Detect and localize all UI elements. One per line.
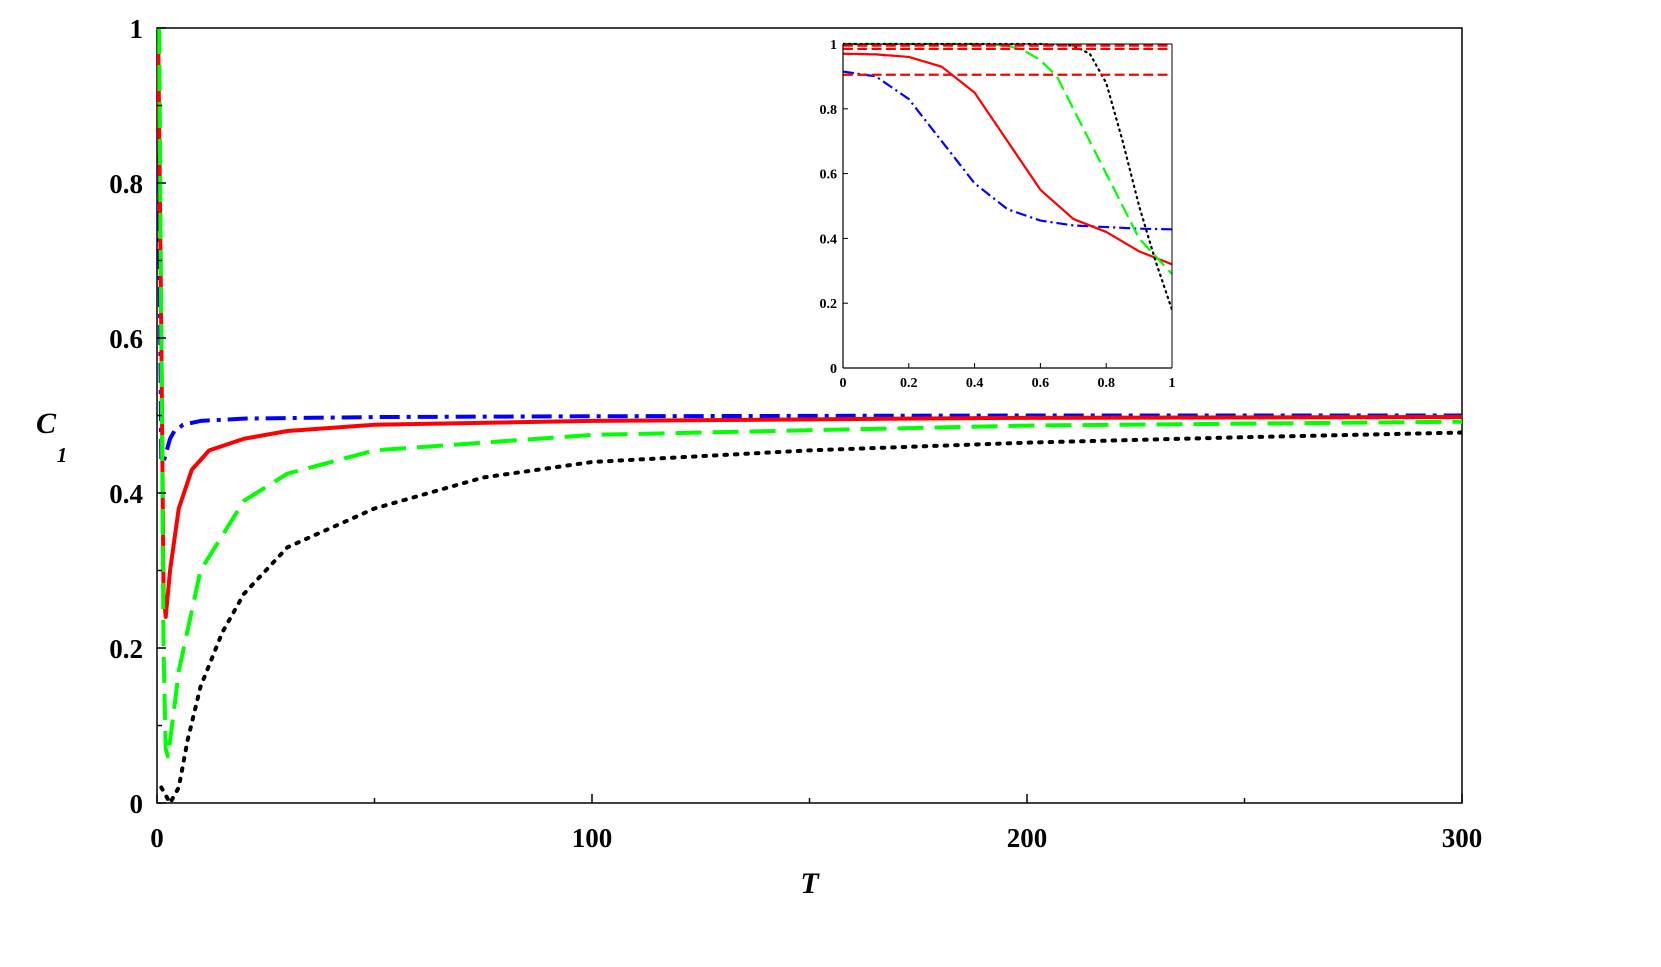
inset-y-tick-label: 0.6: [820, 168, 838, 183]
inset-axes: [842, 43, 1173, 369]
y-axis-label: C: [36, 407, 57, 440]
inset-y-tick-label: 0.4: [820, 232, 838, 247]
x-tick-label: 0: [150, 823, 164, 853]
y-tick-label: 0.4: [109, 479, 143, 509]
inset-x-tick-label: 0.6: [1032, 376, 1050, 391]
x-tick-label: 300: [1442, 823, 1483, 853]
inset-x-tick-label: 0.8: [1097, 376, 1115, 391]
y-tick-label: 0: [130, 789, 144, 819]
y-tick-label: 0.8: [109, 169, 143, 199]
inset-y-tick-label: 0.2: [820, 297, 838, 312]
y-tick-label: 1: [130, 14, 144, 44]
inset-x-tick-label: 0: [840, 376, 847, 391]
inset-plot: 0 0.2 0.4 0.6 0.8 1 0 0.2 0.4 0.6 0.8 1: [820, 38, 1176, 391]
y-tick-label: 0.6: [109, 324, 143, 354]
inset-series-line-2: [843, 52, 1172, 266]
x-axis-label: T: [800, 867, 820, 900]
y-axis-label-subscript: 1: [57, 443, 68, 467]
main-series-line-3: [157, 27, 1462, 759]
inset-x-tick-label: 1: [1169, 376, 1176, 391]
inset-x-tick-label: 0.2: [900, 376, 918, 391]
inset-y-tick-label: 0.8: [820, 103, 838, 118]
y-tick-label: 0.2: [109, 634, 143, 664]
inset-y-tick-label: 0: [830, 362, 837, 377]
inset-y-tick-label: 1: [830, 38, 837, 53]
inset-plot-background: [843, 44, 1172, 368]
x-tick-label: 100: [572, 823, 613, 853]
main-series-group: [157, 27, 1462, 805]
main-series-line-4: [159, 430, 1462, 805]
inset-x-tick-label: 0.4: [966, 376, 984, 391]
x-tick-label: 200: [1007, 823, 1048, 853]
inset-axis-ticks: 0 0.2 0.4 0.6 0.8 1 0 0.2 0.4 0.6 0.8 1: [820, 38, 1176, 391]
